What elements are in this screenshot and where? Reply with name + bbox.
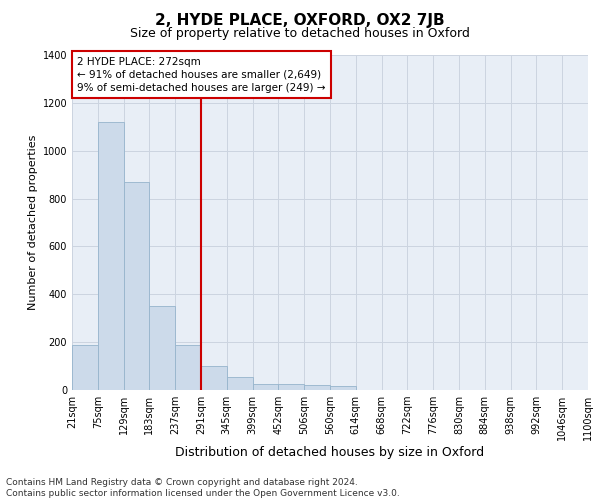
Text: Contains HM Land Registry data © Crown copyright and database right 2024.
Contai: Contains HM Land Registry data © Crown c… [6, 478, 400, 498]
Bar [201, 366, 227, 390]
Bar [304, 385, 330, 390]
X-axis label: Distribution of detached houses by size in Oxford: Distribution of detached houses by size … [175, 446, 485, 458]
Text: 2 HYDE PLACE: 272sqm
← 91% of detached houses are smaller (2,649)
9% of semi-det: 2 HYDE PLACE: 272sqm ← 91% of detached h… [77, 56, 326, 93]
Text: 2, HYDE PLACE, OXFORD, OX2 7JB: 2, HYDE PLACE, OXFORD, OX2 7JB [155, 12, 445, 28]
Bar [175, 344, 201, 390]
Text: Size of property relative to detached houses in Oxford: Size of property relative to detached ho… [130, 28, 470, 40]
Bar [278, 384, 304, 390]
Bar [227, 377, 253, 390]
Bar [149, 306, 175, 390]
Bar [72, 344, 98, 390]
Bar [253, 384, 278, 390]
Bar [124, 182, 149, 390]
Bar [98, 122, 124, 390]
Y-axis label: Number of detached properties: Number of detached properties [28, 135, 38, 310]
Bar [330, 386, 356, 390]
